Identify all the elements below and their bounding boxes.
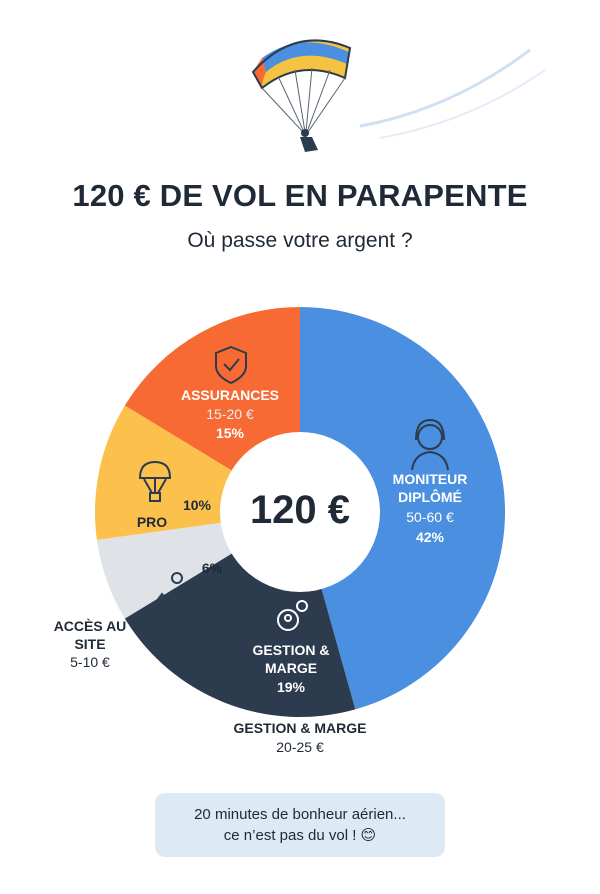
- subtitle: Où passe votre argent ?: [187, 229, 413, 252]
- category-label: ASSURANCES: [180, 387, 279, 403]
- pie-slice: [300, 307, 506, 710]
- category-label-outside: GESTION & MARGE: [233, 720, 367, 736]
- percent-label: 19%: [276, 679, 306, 695]
- percent-label: 10%: [182, 497, 212, 513]
- category-label: PRO: [136, 514, 168, 530]
- price-range: 50-60 €: [406, 509, 454, 525]
- center-label: 120 €: [249, 488, 351, 532]
- price-range: 15-20 €: [206, 406, 254, 422]
- donut-hole: [220, 432, 380, 592]
- icons: [138, 345, 449, 631]
- footnote-line: ce n’est pas du vol ! 😊: [223, 827, 377, 844]
- percent-label: 42%: [415, 529, 445, 545]
- footnote-box: 20 minutes de bonheur aérien... ce n’est…: [155, 793, 445, 857]
- footnote-line: 20 minutes de bonheur aérien...: [194, 806, 406, 823]
- category-label: ACCÈS AU SITE: [53, 618, 127, 652]
- percent-label: 15%: [215, 425, 245, 441]
- price-range: 5-10 €: [70, 654, 110, 670]
- paraglider-illustration: [251, 39, 546, 152]
- category-label: MONITEUR DIPLÔMÉ: [392, 471, 468, 505]
- title: 120 € DE VOL EN PARAPENTE: [72, 178, 528, 213]
- category-label: GESTION & MARGE: [252, 642, 330, 676]
- percent-label: 6%: [201, 560, 223, 576]
- price-range: 20-25 €: [276, 739, 324, 755]
